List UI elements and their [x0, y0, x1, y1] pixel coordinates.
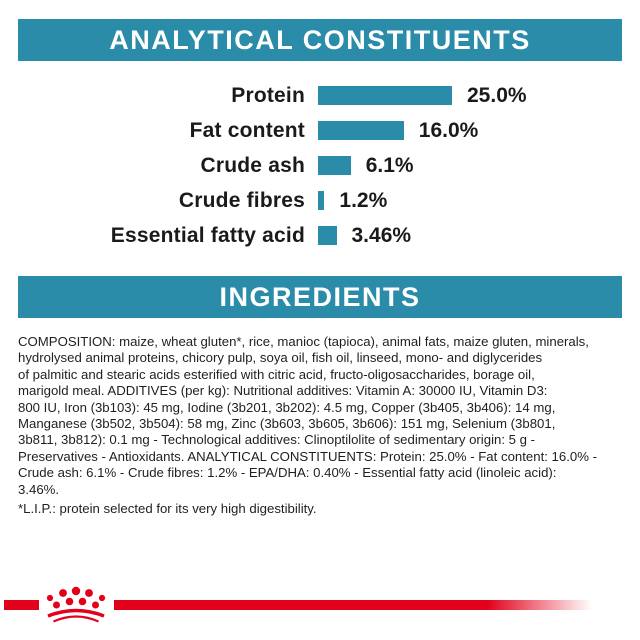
- chart-value: 3.46%: [351, 223, 412, 247]
- chart-bar: [318, 226, 337, 245]
- footer-stripe-right: [114, 600, 592, 610]
- chart-value: 6.1%: [365, 153, 414, 177]
- chart-row-label: Crude ash: [200, 153, 305, 177]
- chart-value: 1.2%: [339, 188, 388, 212]
- ingredient-line: of palmitic and stearic acids esterified…: [18, 366, 535, 382]
- chart-row-label: Fat content: [189, 118, 305, 142]
- chart-value: 25.0%: [467, 83, 527, 107]
- ingredient-line: Preservatives - Antioxidants. ANALYTICAL…: [18, 448, 598, 464]
- royal-canin-crown-icon: [46, 586, 106, 623]
- chart-bar: [318, 191, 325, 210]
- chart-value: 16.0%: [418, 118, 479, 142]
- chart-bar: [318, 156, 351, 175]
- chart-row: Protein 25.0%: [0, 78, 640, 113]
- ingredient-line: Crude ash: 6.1% - Crude fibres: 1.2% - E…: [18, 465, 557, 481]
- ingredients-text: COMPOSITION: maize, wheat gluten*, rice,…: [18, 334, 628, 517]
- footer-stripe-left: [4, 600, 39, 610]
- chart-bar: [318, 86, 452, 105]
- ingredient-line: COMPOSITION: maize, wheat gluten*, rice,…: [18, 334, 589, 349]
- lip-footnote: *L.I.P.: protein selected for its very h…: [18, 501, 317, 517]
- ingredient-line: 3b811, 3b812): 0.1 mg - Technological ad…: [18, 432, 536, 448]
- chart-row: Crude fibres 1.2%: [0, 183, 640, 218]
- ingredient-line: marigold meal. ADDITIVES (per kg): Nutri…: [18, 383, 548, 399]
- chart-row-label: Protein: [231, 83, 305, 107]
- ingredient-line: Manganese (3b502, 3b504): 58 mg, Zinc (3…: [18, 416, 556, 432]
- ingredient-line: hydrolysed animal proteins, chicory pulp…: [18, 350, 543, 366]
- ingredients-header-title: INGREDIENTS: [219, 281, 421, 312]
- analytical-bar-chart: Protein 25.0% Fat content 16.0% Crude ash 6.1…: [0, 78, 640, 253]
- analytical-header-title: ANALYTICAL CONSTITUENTS: [109, 24, 531, 55]
- ingredient-line: 3.46%.: [18, 481, 60, 497]
- chart-row-label: Essential fatty acid: [110, 223, 305, 247]
- chart-bar: [318, 121, 404, 140]
- analytical-header-bar: ANALYTICAL CONSTITUENTS: [18, 19, 622, 61]
- chart-row-label: Crude fibres: [178, 188, 305, 212]
- chart-row: Fat content 16.0%: [0, 113, 640, 148]
- ingredients-header-bar: INGREDIENTS: [18, 276, 622, 318]
- chart-row: Essential fatty acid 3.46%: [0, 218, 640, 253]
- chart-row: Crude ash 6.1%: [0, 148, 640, 183]
- ingredient-line: 800 IU, Iron (3b103): 45 mg, Iodine (3b2…: [18, 399, 556, 415]
